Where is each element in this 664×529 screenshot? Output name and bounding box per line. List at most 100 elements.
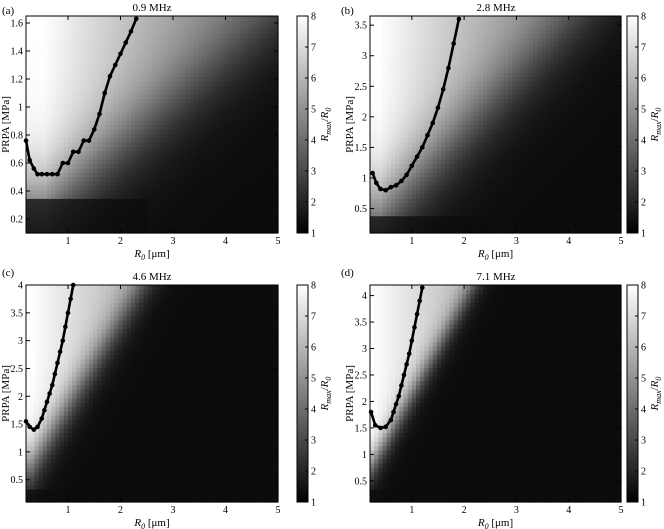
heatmap-cell bbox=[411, 180, 417, 186]
heatmap-cell bbox=[47, 16, 52, 21]
heatmap-cell bbox=[516, 198, 522, 204]
heatmap-cell bbox=[265, 198, 271, 204]
heatmap-cell bbox=[97, 146, 103, 152]
heatmap-cell bbox=[76, 202, 82, 208]
heatmap-cell bbox=[231, 128, 237, 134]
heatmap-cell bbox=[38, 176, 44, 182]
heatmap-cell bbox=[202, 24, 208, 30]
heatmap-cell bbox=[118, 102, 124, 108]
heatmap-cell bbox=[34, 198, 40, 204]
heatmap-cell bbox=[420, 224, 425, 230]
heatmap-cell bbox=[273, 63, 279, 69]
heatmap-cell bbox=[244, 120, 250, 126]
heatmap-cell bbox=[194, 102, 199, 108]
heatmap-cell bbox=[424, 63, 430, 69]
heatmap-cell bbox=[131, 59, 136, 65]
heatmap-cell bbox=[194, 141, 199, 147]
heatmap-cell bbox=[89, 150, 94, 156]
heatmap-cell bbox=[436, 180, 442, 186]
heatmap-cell bbox=[72, 176, 77, 182]
heatmap-cell bbox=[63, 128, 69, 134]
heatmap-cell bbox=[126, 193, 132, 199]
heatmap-cell bbox=[114, 198, 119, 204]
heatmap-cell bbox=[236, 133, 241, 139]
heatmap-cell bbox=[110, 94, 115, 100]
heatmap-cell bbox=[524, 111, 530, 117]
heatmap-cell bbox=[520, 189, 526, 195]
heatmap-cell bbox=[395, 111, 400, 117]
heatmap-cell bbox=[386, 29, 392, 34]
heatmap-cell bbox=[512, 206, 518, 212]
heatmap-cell bbox=[416, 176, 421, 182]
heatmap-cell bbox=[189, 115, 195, 121]
heatmap-cell bbox=[240, 163, 245, 169]
threshold-point bbox=[118, 51, 123, 57]
heatmap-cell bbox=[453, 107, 459, 113]
heatmap-cell bbox=[432, 180, 438, 186]
heatmap-cell bbox=[240, 120, 245, 126]
heatmap-cell bbox=[219, 185, 224, 191]
heatmap-cell bbox=[93, 72, 98, 78]
heatmap-cell bbox=[173, 219, 178, 225]
heatmap-cell bbox=[478, 89, 484, 95]
heatmap-cell bbox=[370, 120, 375, 126]
heatmap-cell bbox=[390, 137, 396, 143]
heatmap-cell bbox=[110, 228, 115, 234]
heatmap-cell bbox=[51, 55, 56, 60]
heatmap-cell bbox=[105, 211, 111, 217]
heatmap-cell bbox=[231, 120, 237, 126]
heatmap-cell bbox=[244, 215, 250, 221]
heatmap-cell bbox=[269, 59, 275, 65]
heatmap-cell bbox=[503, 29, 509, 34]
heatmap-cell bbox=[491, 59, 497, 65]
heatmap-cell bbox=[482, 72, 488, 78]
heatmap-cell bbox=[231, 163, 237, 169]
heatmap-cell bbox=[248, 198, 254, 204]
heatmap-cell bbox=[487, 180, 492, 186]
heatmap-cell bbox=[424, 124, 430, 130]
heatmap-cell bbox=[512, 215, 518, 221]
heatmap-cell bbox=[524, 68, 530, 74]
heatmap-cell bbox=[240, 211, 245, 217]
heatmap-cell bbox=[80, 94, 86, 100]
heatmap-cell bbox=[499, 76, 505, 82]
heatmap-cell bbox=[524, 167, 530, 173]
heatmap-cell bbox=[63, 98, 69, 104]
heatmap-cell bbox=[198, 133, 203, 139]
heatmap-cell bbox=[378, 107, 384, 113]
heatmap-cell bbox=[474, 102, 480, 108]
heatmap-cell bbox=[382, 146, 388, 152]
heatmap-cell bbox=[168, 24, 174, 30]
heatmap-cell bbox=[105, 180, 111, 186]
heatmap-cell bbox=[378, 163, 384, 169]
heatmap-cell bbox=[59, 206, 65, 212]
heatmap-cell bbox=[105, 206, 111, 212]
heatmap-cell bbox=[147, 55, 153, 60]
heatmap-cell bbox=[386, 167, 392, 173]
heatmap-cell bbox=[51, 137, 56, 143]
heatmap-cell bbox=[55, 85, 61, 91]
heatmap-cell bbox=[252, 120, 258, 126]
heatmap-cell bbox=[420, 111, 425, 117]
heatmap-cell bbox=[503, 76, 509, 82]
heatmap-cell bbox=[482, 24, 488, 30]
heatmap-cell bbox=[252, 180, 258, 186]
heatmap-cell bbox=[474, 50, 480, 56]
heatmap-cell bbox=[135, 202, 140, 208]
heatmap-cell bbox=[265, 167, 271, 173]
heatmap-cell bbox=[390, 180, 396, 186]
heatmap-cell bbox=[42, 42, 48, 47]
heatmap-cell bbox=[139, 98, 145, 104]
heatmap-cell bbox=[491, 159, 497, 165]
heatmap-cell bbox=[403, 24, 409, 30]
heatmap-cell bbox=[474, 120, 480, 126]
heatmap-cell bbox=[206, 219, 212, 225]
heatmap-cell bbox=[30, 159, 35, 165]
heatmap-cell bbox=[147, 50, 153, 56]
heatmap-cell bbox=[152, 124, 157, 130]
heatmap-cell bbox=[42, 124, 48, 130]
heatmap-cell bbox=[114, 20, 119, 26]
heatmap-cell bbox=[34, 202, 40, 208]
heatmap-cell bbox=[445, 202, 451, 208]
heatmap-cell bbox=[223, 202, 229, 208]
